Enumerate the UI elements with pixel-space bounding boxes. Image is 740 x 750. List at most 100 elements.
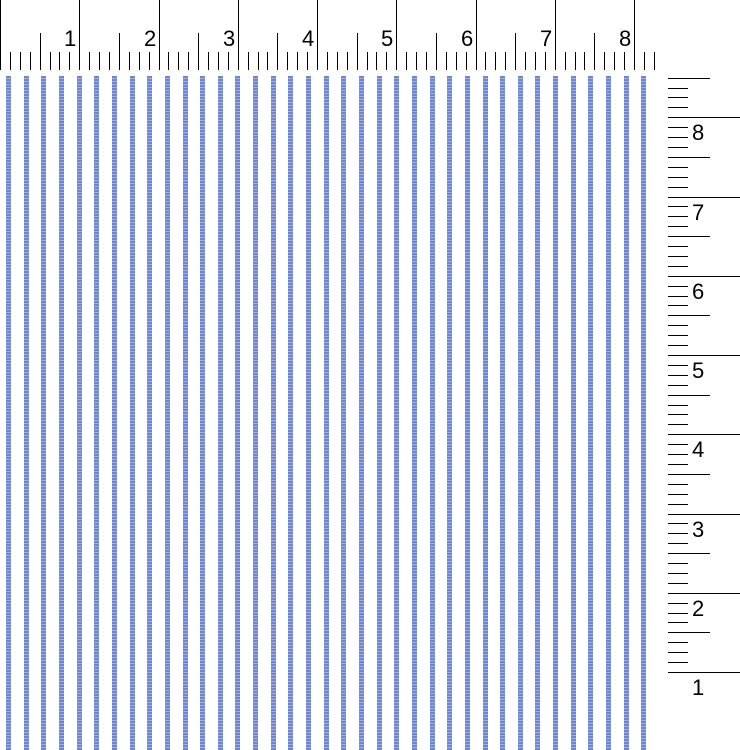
- blue-stripe: [235, 76, 240, 750]
- inch-tick: [668, 434, 740, 435]
- inch-tick: [668, 593, 740, 594]
- inch-tick: [79, 0, 80, 70]
- blue-stripe: [624, 76, 629, 750]
- top-ruler-label: 4: [302, 26, 315, 51]
- minor-tick: [654, 52, 655, 70]
- half-inch-tick: [436, 33, 437, 70]
- minor-tick: [168, 52, 169, 70]
- half-inch-tick: [668, 395, 710, 396]
- minor-tick: [668, 454, 688, 455]
- minor-tick: [668, 563, 688, 564]
- right-ruler-label: 8: [692, 120, 705, 145]
- blue-stripe: [165, 76, 170, 750]
- minor-tick: [668, 345, 688, 346]
- blue-stripe: [130, 76, 135, 750]
- half-inch-tick: [515, 33, 516, 70]
- minor-tick: [347, 52, 348, 70]
- minor-tick: [668, 365, 688, 366]
- minor-tick: [668, 256, 688, 257]
- minor-tick: [668, 603, 688, 604]
- minor-tick: [668, 533, 688, 534]
- minor-tick: [495, 52, 496, 70]
- minor-tick: [668, 464, 688, 465]
- blue-stripe: [306, 76, 311, 750]
- inch-tick: [317, 0, 318, 70]
- half-inch-tick: [668, 474, 710, 475]
- right-ruler-label: 1: [692, 675, 705, 700]
- minor-tick: [228, 52, 229, 70]
- blue-stripe: [288, 76, 293, 750]
- minor-tick: [367, 52, 368, 70]
- minor-tick: [109, 52, 110, 70]
- blue-stripe: [377, 76, 382, 750]
- minor-tick: [668, 246, 688, 247]
- inch-tick: [668, 197, 740, 198]
- inch-tick: [159, 0, 160, 70]
- right-ruler-label: 3: [692, 517, 705, 542]
- minor-tick: [668, 613, 688, 614]
- blue-stripe: [183, 76, 188, 750]
- blue-stripe: [200, 76, 205, 750]
- minor-tick: [267, 52, 268, 70]
- half-inch-tick: [668, 553, 710, 554]
- minor-tick: [668, 444, 688, 445]
- minor-tick: [614, 52, 615, 70]
- minor-tick: [248, 52, 249, 70]
- minor-tick: [505, 52, 506, 70]
- blue-stripe: [77, 76, 82, 750]
- blue-stripe: [59, 76, 64, 750]
- minor-tick: [535, 52, 536, 70]
- minor-tick: [99, 52, 100, 70]
- half-inch-tick: [40, 33, 41, 70]
- inch-tick: [0, 0, 1, 70]
- half-inch-tick: [668, 157, 710, 158]
- half-inch-tick: [198, 33, 199, 70]
- right-ruler-label: 2: [692, 596, 705, 621]
- minor-tick: [668, 494, 688, 495]
- blue-stripe: [359, 76, 364, 750]
- minor-tick: [668, 424, 688, 425]
- minor-tick: [668, 206, 688, 207]
- minor-tick: [575, 52, 576, 70]
- minor-tick: [525, 52, 526, 70]
- right-ruler-label: 4: [692, 437, 705, 462]
- minor-tick: [59, 52, 60, 70]
- top-ruler-label: 7: [540, 26, 553, 51]
- minor-tick: [668, 226, 688, 227]
- minor-tick: [668, 573, 688, 574]
- minor-tick: [668, 216, 688, 217]
- minor-tick: [668, 177, 688, 178]
- half-inch-tick: [668, 632, 710, 633]
- blue-stripe: [324, 76, 329, 750]
- inch-tick: [396, 0, 397, 70]
- top-ruler-label: 8: [619, 26, 632, 51]
- minor-tick: [188, 52, 189, 70]
- blue-stripe: [147, 76, 152, 750]
- minor-tick: [20, 52, 21, 70]
- blue-stripe: [394, 76, 399, 750]
- blue-stripe: [271, 76, 276, 750]
- half-inch-tick: [357, 33, 358, 70]
- blue-stripe: [518, 76, 523, 750]
- half-inch-tick: [668, 236, 710, 237]
- minor-tick: [668, 543, 688, 544]
- minor-tick: [545, 52, 546, 70]
- minor-tick: [668, 147, 688, 148]
- top-ruler-label: 5: [381, 26, 394, 51]
- blue-stripe: [465, 76, 470, 750]
- minor-tick: [668, 325, 688, 326]
- minor-tick: [307, 52, 308, 70]
- blue-stripe: [412, 76, 417, 750]
- minor-tick: [337, 52, 338, 70]
- minor-tick: [668, 385, 688, 386]
- minor-tick: [668, 305, 688, 306]
- minor-tick: [668, 137, 688, 138]
- minor-tick: [668, 296, 688, 297]
- minor-tick: [604, 52, 605, 70]
- minor-tick: [178, 52, 179, 70]
- minor-tick: [668, 484, 688, 485]
- blue-stripe: [588, 76, 593, 750]
- half-inch-tick: [119, 33, 120, 70]
- right-ruler-label: 5: [692, 358, 705, 383]
